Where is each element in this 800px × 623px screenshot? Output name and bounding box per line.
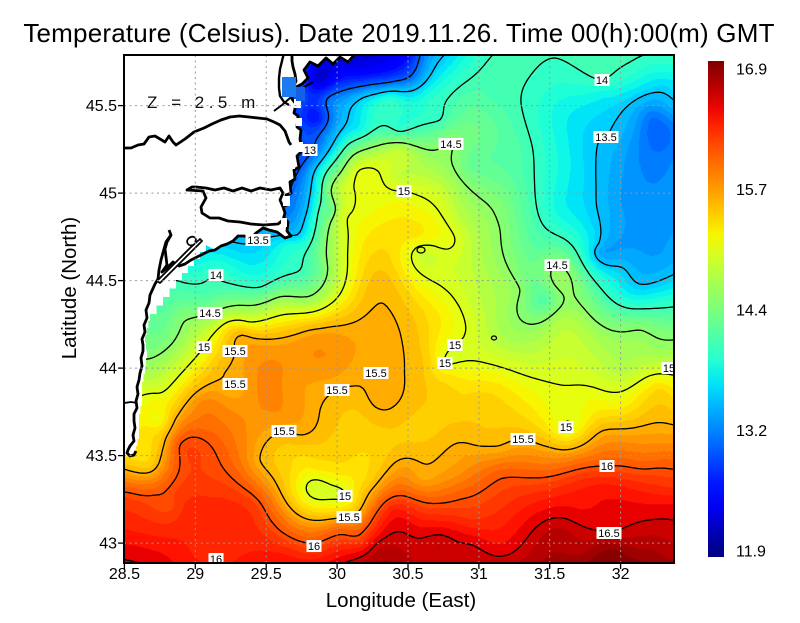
svg-text:14: 14 bbox=[210, 270, 222, 282]
svg-text:43.5: 43.5 bbox=[86, 448, 117, 465]
svg-text:43: 43 bbox=[99, 536, 117, 553]
svg-text:30.5: 30.5 bbox=[392, 566, 423, 583]
svg-text:14.5: 14.5 bbox=[546, 260, 567, 272]
svg-text:29: 29 bbox=[186, 566, 204, 583]
svg-text:15: 15 bbox=[663, 363, 675, 375]
svg-text:45: 45 bbox=[99, 186, 117, 203]
svg-text:30: 30 bbox=[328, 566, 346, 583]
svg-text:11.9: 11.9 bbox=[736, 544, 766, 561]
svg-text:15.5: 15.5 bbox=[326, 385, 347, 397]
svg-text:15: 15 bbox=[339, 491, 351, 503]
svg-text:44.5: 44.5 bbox=[86, 273, 117, 290]
svg-text:44: 44 bbox=[99, 361, 117, 378]
svg-text:13: 13 bbox=[304, 145, 316, 157]
svg-text:16: 16 bbox=[601, 461, 613, 473]
svg-text:29.5: 29.5 bbox=[251, 566, 282, 583]
svg-text:14.5: 14.5 bbox=[199, 308, 220, 320]
svg-text:15: 15 bbox=[198, 342, 210, 354]
svg-text:13.5: 13.5 bbox=[595, 132, 616, 144]
svg-text:15.5: 15.5 bbox=[273, 426, 294, 438]
svg-text:15.5: 15.5 bbox=[224, 379, 245, 391]
svg-text:16.5: 16.5 bbox=[598, 528, 619, 540]
svg-text:15.5: 15.5 bbox=[512, 434, 533, 446]
svg-text:Latitude (North): Latitude (North) bbox=[58, 217, 81, 359]
svg-text:15: 15 bbox=[560, 422, 572, 434]
svg-text:15: 15 bbox=[398, 186, 410, 198]
svg-text:15: 15 bbox=[439, 358, 451, 370]
svg-text:45.5: 45.5 bbox=[86, 98, 117, 115]
svg-text:16.9: 16.9 bbox=[736, 62, 767, 79]
svg-text:15.5: 15.5 bbox=[338, 512, 359, 524]
svg-text:28.5: 28.5 bbox=[109, 566, 140, 583]
svg-text:Z = 2.5 m: Z = 2.5 m bbox=[147, 93, 260, 112]
svg-text:31.5: 31.5 bbox=[534, 566, 565, 583]
svg-text:13.2: 13.2 bbox=[736, 423, 767, 440]
svg-text:15.5: 15.5 bbox=[224, 346, 245, 358]
svg-text:16: 16 bbox=[308, 541, 320, 553]
svg-text:32: 32 bbox=[612, 566, 630, 583]
svg-text:16: 16 bbox=[210, 554, 222, 566]
svg-text:15.7: 15.7 bbox=[736, 182, 767, 199]
svg-text:15: 15 bbox=[449, 340, 461, 352]
svg-text:Longitude (East): Longitude (East) bbox=[326, 589, 476, 612]
svg-text:15.5: 15.5 bbox=[365, 368, 386, 380]
svg-text:13.5: 13.5 bbox=[247, 235, 268, 247]
svg-text:14.5: 14.5 bbox=[440, 139, 461, 151]
svg-text:14: 14 bbox=[596, 75, 608, 87]
svg-text:Temperature (Celsius). Date 20: Temperature (Celsius). Date 2019.11.26. … bbox=[23, 18, 774, 48]
svg-text:14.4: 14.4 bbox=[736, 303, 767, 320]
svg-text:31: 31 bbox=[470, 566, 488, 583]
